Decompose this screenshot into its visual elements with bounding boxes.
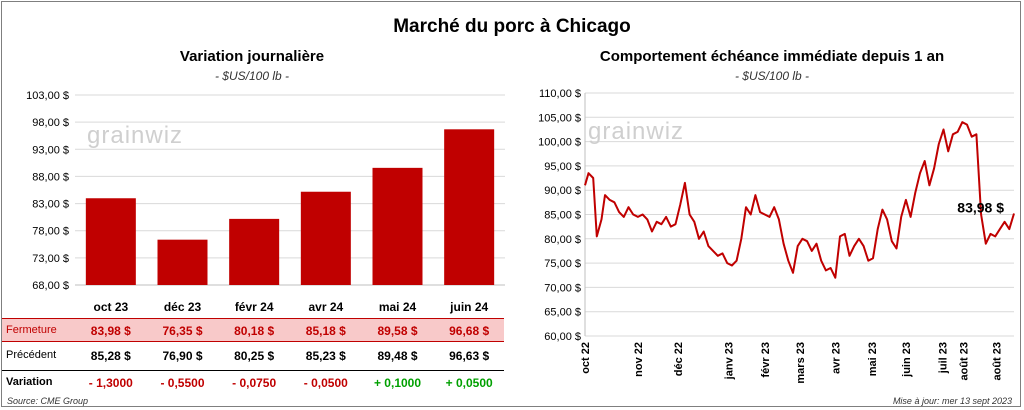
bar-ytick-label: 88,00 $ [32, 171, 69, 183]
bar-category-label: juin 24 [449, 300, 488, 314]
line-ytick-label: 90,00 $ [544, 185, 581, 197]
bar-2 [229, 218, 280, 285]
line-xtick-label: nov 22 [633, 342, 645, 377]
table-cell: 76,35 $ [162, 324, 203, 338]
table-row-variation: Variation - 1,3000 - 0,5500 - 0,0750 - 0,05… [2, 370, 504, 394]
line-ytick-label: 85,00 $ [544, 210, 581, 222]
bar-ytick-label: 73,00 $ [32, 253, 69, 265]
line-ytick-label: 70,00 $ [544, 282, 581, 294]
close-row-label: Fermeture [6, 324, 57, 336]
table-cell: - 0,0500 [303, 376, 348, 390]
line-xtick-label: août 23 [991, 342, 1003, 381]
source-note: Source: CME Group [7, 396, 89, 406]
line-chart-title: Comportement échéance immédiate depuis 1… [599, 48, 945, 65]
variation-row-label: Variation [6, 376, 53, 388]
watermark-logo: grainwiz [87, 122, 183, 149]
line-ytick-label: 65,00 $ [544, 307, 581, 319]
bar-chart-title: Variation journalière [179, 48, 325, 65]
table-cell: + 0,0500 [445, 376, 493, 390]
table-cell: + 0,1000 [373, 376, 422, 390]
bar-category-label: avr 24 [308, 300, 343, 314]
bar-ytick-label: 78,00 $ [32, 226, 69, 238]
table-cell: 85,23 $ [305, 349, 346, 363]
line-ytick-label: 60,00 $ [544, 331, 581, 343]
line-xtick-label: janv 23 [723, 342, 735, 380]
previous-row-label: Précédent [6, 349, 57, 361]
table-row-close: Fermeture 83,98 $ 76,35 $ 80,18 $ 85,18 $ 89… [2, 318, 504, 342]
line-ytick-label: 100,00 $ [538, 137, 581, 149]
line-ytick-label: 75,00 $ [544, 258, 581, 270]
line-ytick-label: 110,00 $ [539, 88, 581, 100]
main-title: Marché du porc à Chicago [393, 16, 631, 37]
line-ytick-label: 95,00 $ [544, 161, 581, 173]
table-cell: 96,68 $ [449, 324, 490, 338]
bar-ytick-label: 68,00 $ [32, 280, 69, 292]
line-xtick-label: déc 22 [673, 342, 685, 376]
bar-0 [85, 198, 136, 285]
line-xtick-label: juin 23 [901, 342, 913, 378]
bar-ytick-label: 83,00 $ [32, 199, 69, 211]
bar-chart-subtitle: - $US/100 lb - [214, 69, 290, 83]
table-cell: 80,25 $ [234, 349, 275, 363]
table-cell: 96,63 $ [449, 349, 490, 363]
line-xtick-label: oct 22 [580, 342, 592, 374]
line-xtick-label: juil 23 [937, 342, 949, 374]
line-chart-subtitle: - $US/100 lb - [734, 69, 810, 83]
line-xtick-label: févr 23 [760, 342, 772, 377]
table-cell: 89,58 $ [377, 324, 418, 338]
bar-ytick-label: 98,00 $ [32, 117, 69, 129]
line-ytick-label: 105,00 $ [538, 112, 581, 124]
table-cell: 85,28 $ [90, 349, 131, 363]
line-xtick-label: mars 23 [795, 342, 807, 384]
bar-3 [300, 191, 351, 285]
bar-category-label: mai 24 [379, 300, 417, 314]
table-cell: 80,18 $ [234, 324, 275, 338]
price-series-line [584, 121, 1015, 279]
table-cell: 89,48 $ [377, 349, 418, 363]
last-price-label: 83,98 $ [957, 200, 1004, 216]
line-xtick-label: août 23 [958, 342, 970, 381]
bar-category-label: févr 24 [235, 300, 274, 314]
table-row-previous: Précédent 85,28 $ 76,90 $ 80,25 $ 85,23 $ 89… [2, 344, 504, 368]
line-xtick-label: mai 23 [867, 342, 879, 376]
bar-4 [372, 167, 423, 285]
bar-category-label: déc 23 [164, 300, 202, 314]
table-cell: 85,18 $ [305, 324, 346, 338]
table-cell: - 0,0750 [232, 376, 277, 390]
table-cell: 83,98 $ [90, 324, 131, 338]
table-cell: - 0,5500 [160, 376, 205, 390]
bar-ytick-label: 93,00 $ [32, 144, 69, 156]
watermark-logo: grainwiz [588, 118, 684, 145]
update-note: Mise à jour: mer 13 sept 2023 [892, 396, 1012, 406]
table-cell: 76,90 $ [162, 349, 203, 363]
line-ytick-label: 80,00 $ [544, 234, 581, 246]
bar-5 [444, 129, 495, 285]
bar-ytick-label: 103,00 $ [26, 90, 69, 102]
line-xtick-label: avr 23 [830, 342, 842, 374]
table-cell: - 1,3000 [88, 376, 133, 390]
bar-1 [157, 239, 208, 285]
bar-category-label: oct 23 [93, 300, 128, 314]
bar-chart: 68,00 $ 73,00 $ 78,00 $ 83,00 $ 88,00 $ 93,00… [26, 90, 505, 314]
